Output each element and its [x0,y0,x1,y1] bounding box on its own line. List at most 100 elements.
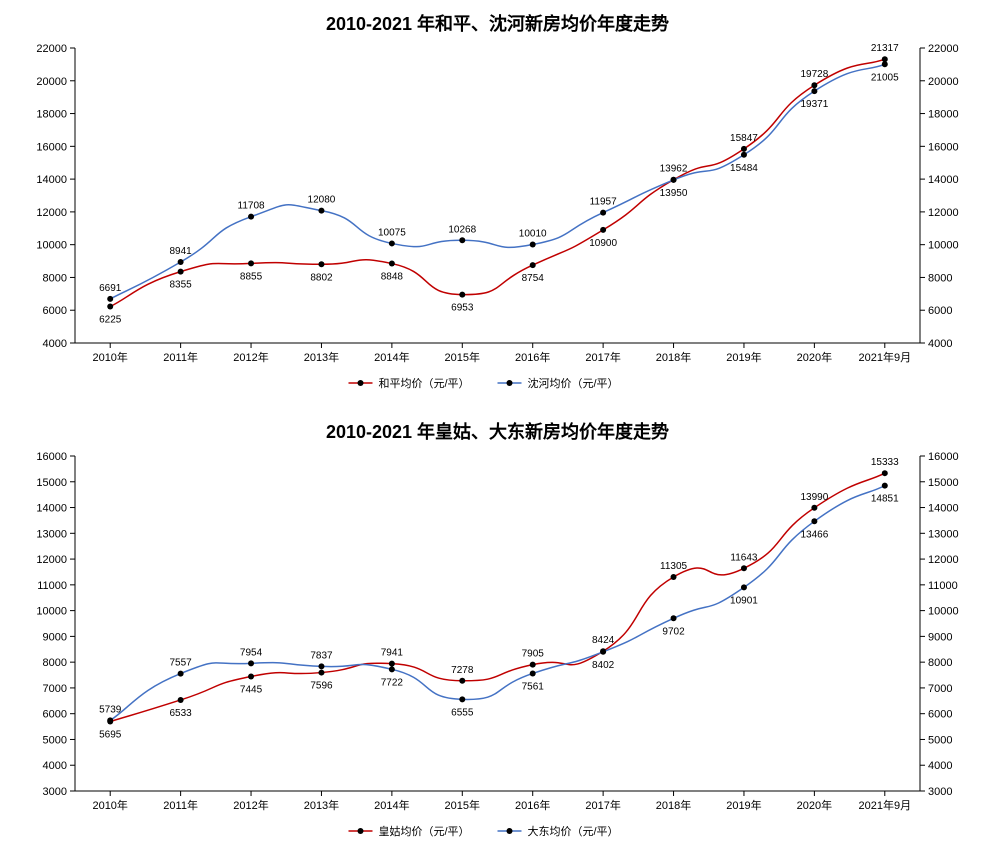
data-label: 8754 [522,273,545,284]
x-category-label: 2013年 [304,798,339,812]
ytick-right-label: 20000 [928,76,959,88]
ytick-right-label: 15000 [928,477,959,489]
ytick-left-label: 6000 [43,709,67,721]
data-label: 11305 [660,561,688,572]
data-point [318,663,324,669]
data-label: 8402 [592,660,615,671]
x-category-label: 2020年 [797,350,832,364]
series-line-huanggu [110,473,885,721]
data-label: 8424 [592,635,615,646]
x-category-label: 2020年 [797,798,832,812]
data-point [882,470,888,476]
data-point [178,259,184,265]
data-label: 13962 [660,164,688,175]
ytick-right-label: 12000 [928,554,959,566]
data-label: 7722 [381,677,404,688]
data-label: 11643 [730,552,758,563]
data-label: 5695 [99,730,122,741]
ytick-right-label: 3000 [928,786,952,798]
ytick-left-label: 5000 [43,734,67,746]
data-point [248,673,254,679]
ytick-left-label: 6000 [43,305,67,317]
data-point [107,304,113,310]
ytick-left-label: 16000 [36,141,67,153]
x-category-label: 2021年9月 [858,798,911,812]
chart1-svg: 4000400060006000800080001000010000120001… [20,38,975,398]
data-point [459,292,465,298]
ytick-left-label: 8000 [43,272,67,284]
data-point [459,237,465,243]
chart2-container: 2010-2021 年皇姑、大东新房均价年度走势 300030004000400… [20,418,975,846]
data-point [389,261,395,267]
data-point [530,262,536,268]
ytick-left-label: 12000 [36,207,67,219]
ytick-right-label: 7000 [928,683,952,695]
legend-label: 沈河均价（元/平） [528,376,619,390]
ytick-right-label: 4000 [928,338,952,350]
series-line-dadong [110,486,885,721]
x-category-label: 2014年 [374,350,409,364]
legend-label: 皇姑均价（元/平） [379,824,470,838]
data-point [671,615,677,621]
ytick-right-label: 13000 [928,528,959,540]
data-label: 15484 [730,163,758,174]
data-label: 8355 [170,280,193,291]
data-point [600,649,606,655]
data-point [107,717,113,723]
data-point [530,242,536,248]
x-category-label: 2019年 [726,798,761,812]
x-category-label: 2018年 [656,350,691,364]
ytick-right-label: 4000 [928,760,952,772]
data-label: 10900 [589,238,617,249]
x-category-label: 2010年 [92,798,127,812]
ytick-left-label: 7000 [43,683,67,695]
data-label: 10010 [519,229,547,240]
ytick-left-label: 11000 [37,580,67,592]
data-point [248,660,254,666]
data-point [107,296,113,302]
ytick-left-label: 10000 [36,240,67,252]
data-point [318,670,324,676]
x-category-label: 2016年 [515,350,550,364]
data-point [811,518,817,524]
data-label: 6691 [99,283,122,294]
data-point [178,697,184,703]
ytick-right-label: 10000 [928,240,959,252]
data-label: 15333 [871,457,899,468]
data-point [671,574,677,580]
data-point [459,678,465,684]
ytick-left-label: 14000 [36,503,67,515]
ytick-right-label: 5000 [928,734,952,746]
data-label: 21317 [871,43,899,54]
data-label: 19371 [800,99,828,110]
ytick-right-label: 9000 [928,631,952,643]
data-point [389,661,395,667]
ytick-right-label: 18000 [928,109,959,121]
data-point [178,671,184,677]
ytick-left-label: 12000 [36,554,67,566]
ytick-left-label: 22000 [36,43,67,55]
ytick-right-label: 8000 [928,657,952,669]
x-category-label: 2011年 [163,350,198,364]
chart1-container: 2010-2021 年和平、沈河新房均价年度走势 400040006000600… [20,10,975,398]
data-label: 13990 [800,492,828,503]
x-category-label: 2018年 [656,798,691,812]
data-point [811,505,817,511]
ytick-left-label: 15000 [36,477,67,489]
chart2-svg: 3000300040004000500050006000600070007000… [20,446,975,846]
ytick-left-label: 3000 [43,786,67,798]
data-label: 14851 [871,494,899,505]
data-label: 7954 [240,647,263,658]
ytick-left-label: 20000 [36,76,67,88]
data-label: 21005 [871,72,899,83]
data-label: 7905 [522,649,545,660]
x-category-label: 2010年 [92,350,127,364]
x-category-label: 2012年 [233,798,268,812]
ytick-left-label: 4000 [43,338,67,350]
ytick-left-label: 18000 [36,109,67,121]
data-label: 7941 [381,648,404,659]
data-point [671,177,677,183]
ytick-left-label: 4000 [43,760,67,772]
ytick-right-label: 8000 [928,272,952,284]
data-label: 7561 [522,681,545,692]
